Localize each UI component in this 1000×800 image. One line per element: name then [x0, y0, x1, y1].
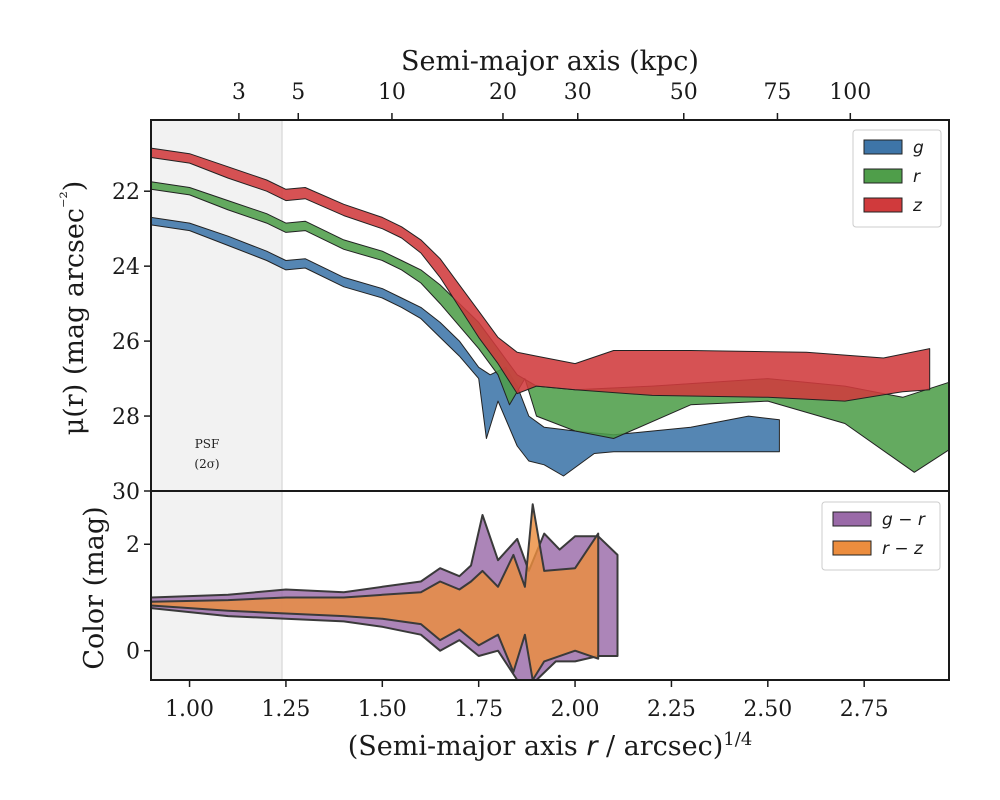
legend-swatch-r-z	[832, 540, 872, 556]
x-tick-label: 1.00	[165, 697, 214, 722]
psf-label-line1: PSF	[195, 437, 220, 451]
y-tick-label: 30	[112, 480, 140, 505]
x-tick-label: 2.25	[647, 697, 696, 722]
bottom-legend: g − r r − z	[821, 501, 941, 571]
legend-swatch-r	[863, 168, 903, 184]
x-tick-label: 2.00	[551, 697, 600, 722]
top-x-tick-label: 75	[763, 80, 791, 105]
legend-swatch-z	[863, 197, 903, 213]
top-x-tick-label: 30	[564, 80, 592, 105]
legend-label-z: z	[912, 196, 923, 216]
color-panel: 02 1.00 1.25 1.50 1.75 2.00 2.25 2.50 2.75 g − …	[126, 490, 950, 722]
top-x-axis-label: Semi-major axis (kpc)	[401, 46, 699, 77]
y-tick-label: 26	[112, 330, 140, 355]
bottom-x-axis-ticks: 1.00 1.25 1.50 1.75 2.00 2.25 2.50 2.75	[165, 680, 889, 722]
legend-label-r: r	[913, 167, 921, 187]
y-tick-label: 0	[126, 640, 140, 665]
x-tick-label: 1.50	[358, 697, 407, 722]
x-tick-label: 1.75	[454, 697, 503, 722]
bottom-x-axis-label: (Semi-major axis r / arcsec)1/4	[348, 729, 753, 763]
y-tick-label: 2	[126, 533, 140, 558]
top-y-axis-label: μ(r) (mag arcsec⁻²)	[57, 181, 91, 436]
series-band-r-z	[150, 503, 600, 681]
top-y-axis-ticks: 22 24 26 28 30	[112, 180, 151, 505]
legend-label-g-r: g − r	[882, 510, 926, 530]
y-tick-label: 28	[112, 405, 140, 430]
legend-label-r-z: r − z	[882, 539, 924, 559]
top-x-tick-label: 20	[489, 80, 517, 105]
y-tick-label: 24	[112, 255, 140, 280]
x-tick-label: 1.25	[261, 697, 310, 722]
x-tick-label: 2.50	[743, 697, 792, 722]
psf-shaded-region	[151, 120, 282, 491]
legend-swatch-g	[863, 139, 903, 155]
top-x-tick-label: 5	[291, 80, 305, 105]
x-tick-label: 2.75	[840, 697, 889, 722]
top-x-tick-label: 3	[232, 80, 246, 105]
psf-shaded-region-bottom	[151, 491, 282, 680]
top-x-tick-label: 10	[378, 80, 406, 105]
surface-brightness-panel: PSF (2σ) 22 24 26 28 30 3 5 10 20 30 50 75 100 grz	[112, 80, 950, 505]
series-band-g	[150, 216, 780, 477]
series-band-r	[150, 181, 950, 473]
top-legend: grz	[852, 129, 942, 228]
top-series-group	[150, 147, 950, 477]
bottom-panel-frame	[150, 490, 950, 681]
series-band-z	[150, 147, 931, 402]
psf-label-line2: (2σ)	[194, 457, 219, 471]
top-x-tick-label: 50	[670, 80, 698, 105]
legend-swatch-g-r	[832, 511, 872, 527]
bottom-y-axis-ticks: 02	[126, 533, 151, 665]
bottom-y-axis-label: Color (mag)	[79, 506, 110, 669]
top-x-tick-label: 100	[829, 80, 871, 105]
y-tick-label: 22	[112, 180, 140, 205]
legend-label-g: g	[913, 138, 924, 158]
bottom-series-group	[150, 503, 619, 681]
top-x-axis-ticks: 3 5 10 20 30 50 75 100	[232, 80, 871, 120]
